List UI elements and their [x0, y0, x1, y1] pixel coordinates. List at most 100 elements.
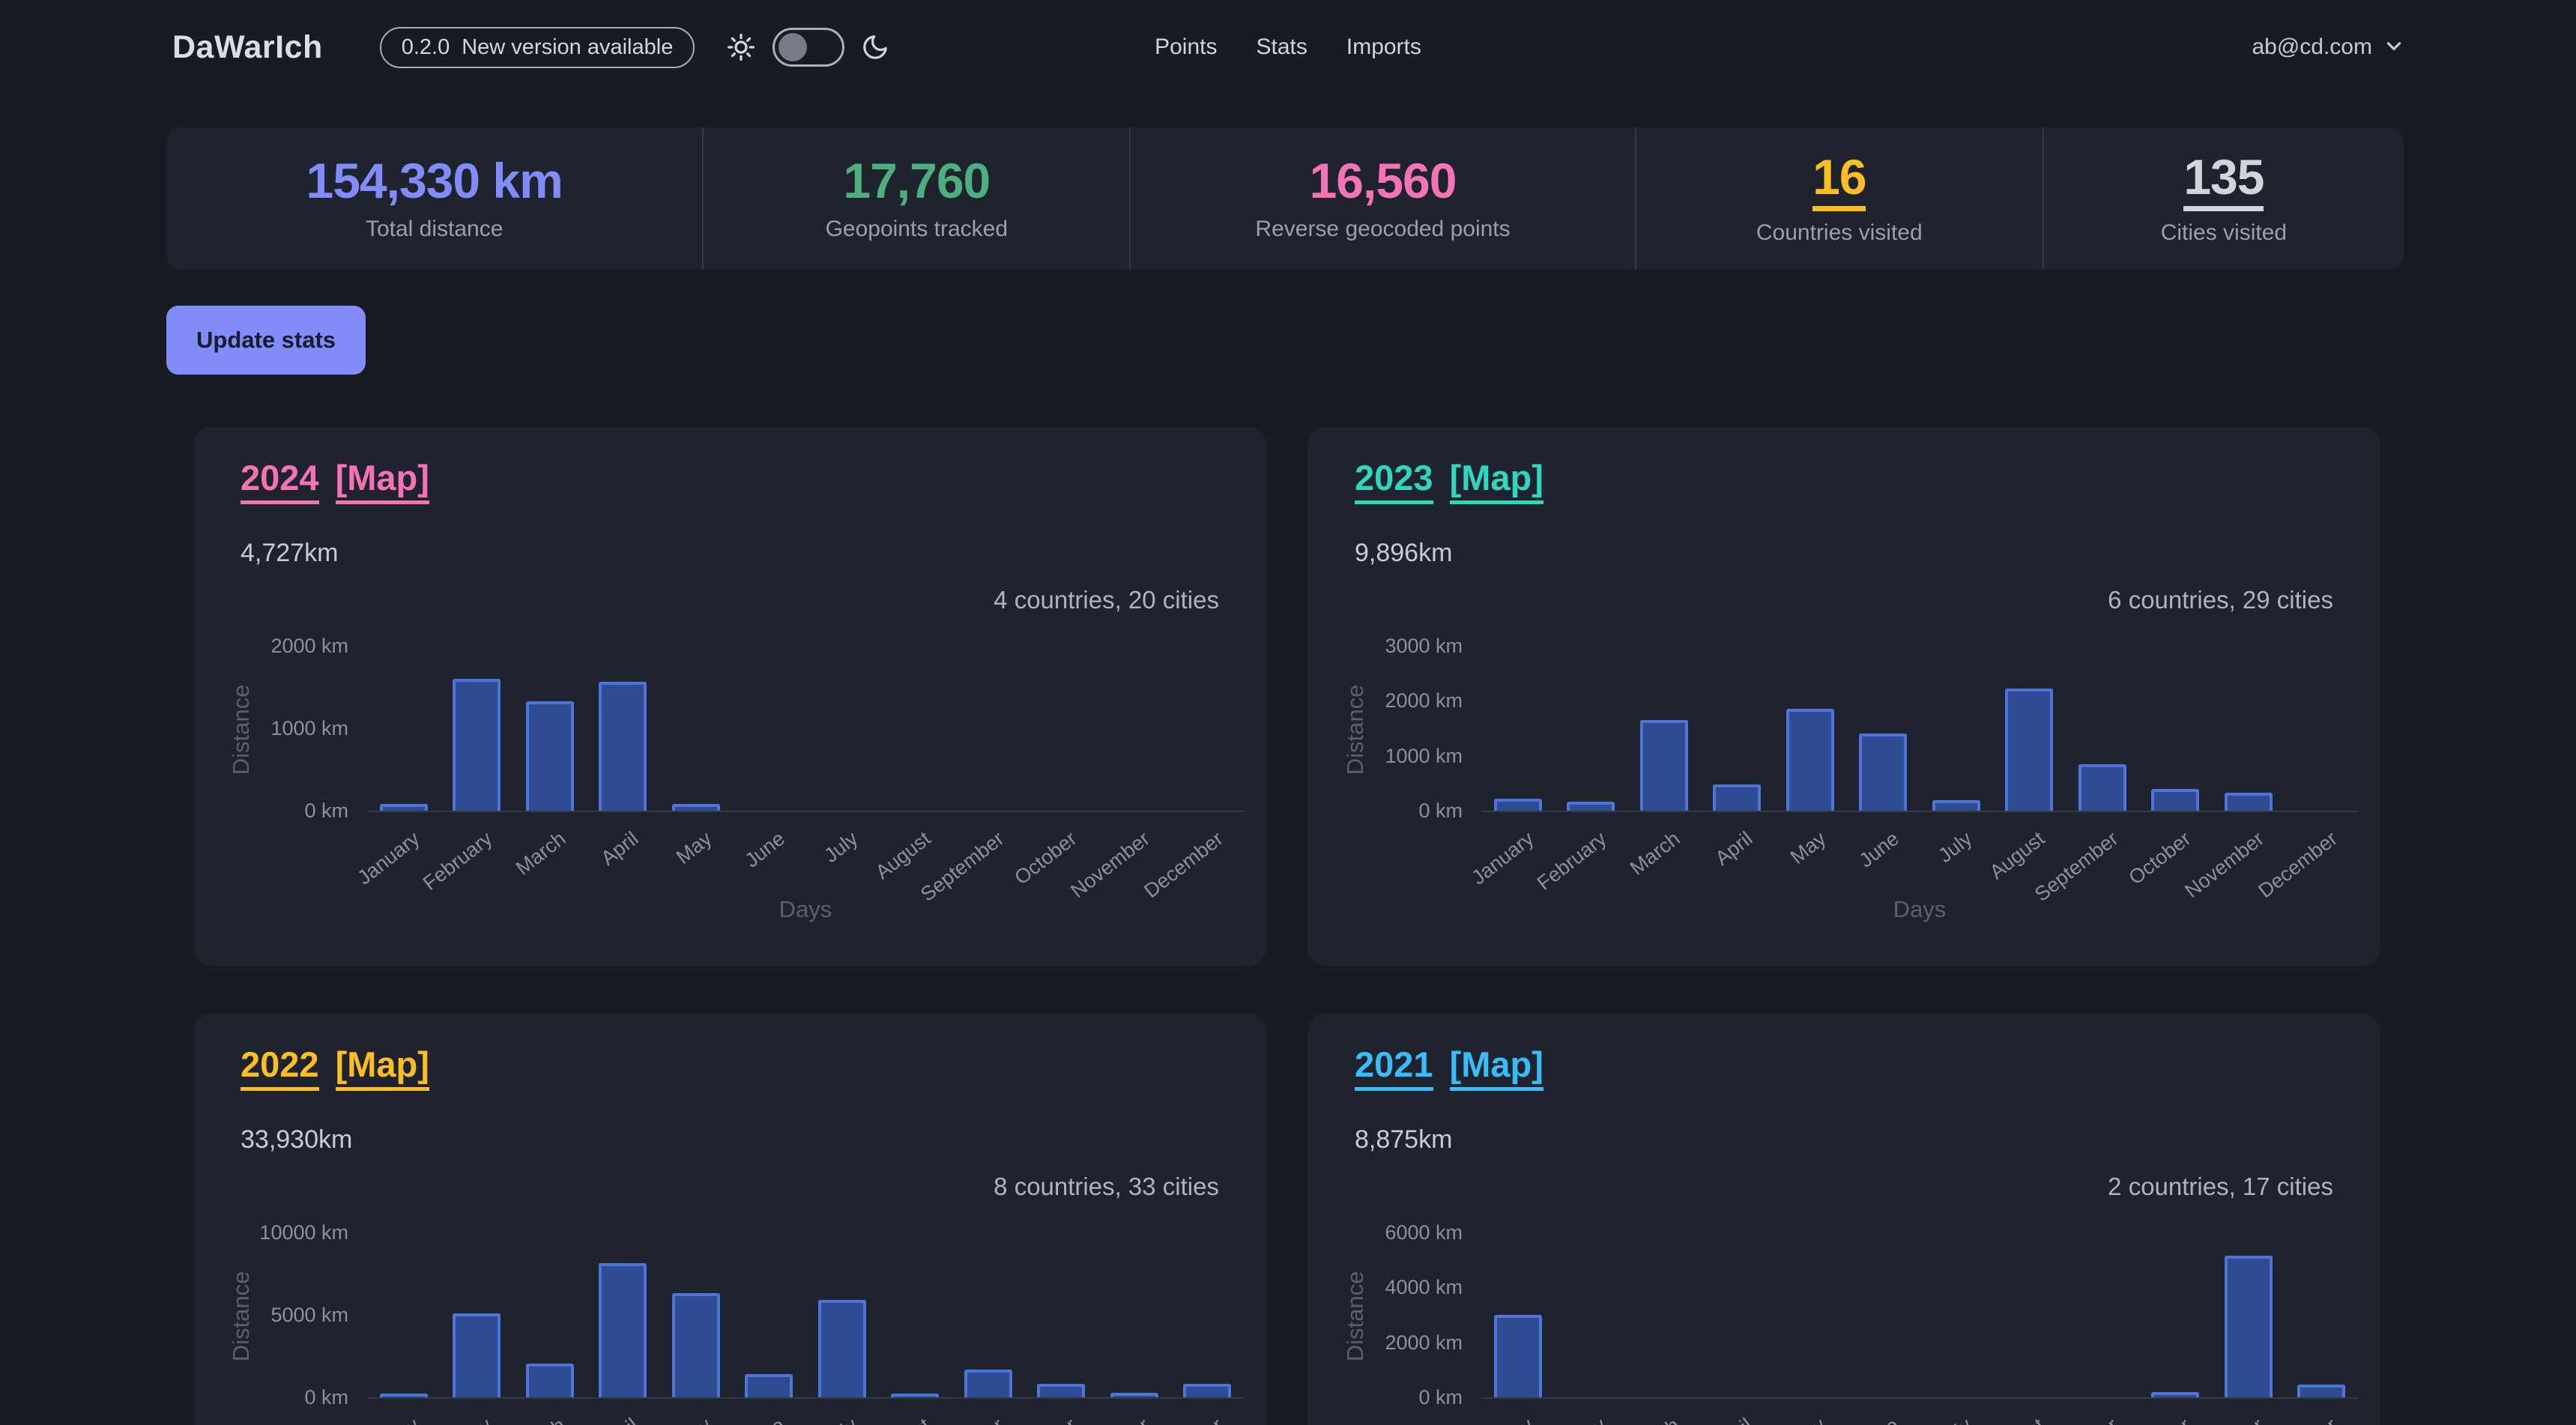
y-tick-label: 0 km: [304, 799, 348, 822]
map-link-2022[interactable]: [Map]: [335, 1047, 429, 1091]
bar-november: [1110, 1393, 1158, 1397]
stat-total-distance-label: Total distance: [365, 216, 504, 241]
x-tick-label: May: [1786, 1414, 1830, 1425]
map-link-2024[interactable]: [Map]: [335, 460, 429, 504]
year-summary: 4 countries, 20 cities: [994, 586, 1219, 614]
bar-august: [2005, 689, 2054, 811]
bar-february: [453, 679, 501, 811]
theme-toggle-knob: [778, 33, 808, 61]
bar-may: [671, 1293, 720, 1397]
y-tick-label: 6000 km: [1385, 1221, 1463, 1244]
nav-stats[interactable]: Stats: [1256, 34, 1307, 59]
stat-reverse-geocoded-value: 16,560: [1309, 153, 1457, 209]
bar-august: [891, 1394, 940, 1397]
y-axis-label: Distance: [1342, 684, 1368, 775]
version-number: 0.2.0: [401, 34, 450, 59]
bar-april: [1713, 784, 1762, 811]
x-tick-label: February: [419, 1414, 497, 1425]
x-tick-label: February: [1533, 827, 1611, 895]
x-tick-label: September: [916, 1414, 1009, 1425]
bar-may: [671, 804, 720, 811]
x-tick-label: July: [1934, 1414, 1977, 1425]
map-link-2023[interactable]: [Map]: [1449, 460, 1544, 504]
distance-chart-2024: 0 km 1000 km 2000 km January February March Ap…: [228, 635, 1244, 947]
y-tick-label: 4000 km: [1385, 1276, 1463, 1299]
x-tick-label: June: [740, 827, 789, 872]
bar-december: [2297, 1385, 2346, 1397]
y-tick-label: 2000 km: [1385, 1331, 1463, 1354]
stat-geopoints: 17,760 Geopoints tracked: [702, 127, 1129, 270]
stat-geopoints-value: 17,760: [843, 153, 991, 209]
bar-october: [2151, 789, 2200, 811]
x-tick-label: September: [2031, 1414, 2123, 1425]
stat-reverse-geocoded: 16,560 Reverse geocoded points: [1129, 127, 1635, 270]
update-stats-button[interactable]: Update stats: [166, 306, 366, 375]
x-tick-label: March: [511, 827, 570, 880]
bar-october: [2151, 1392, 2200, 1397]
stats-row: 154,330 km Total distance 17,760 Geopoin…: [166, 127, 2404, 270]
theme-toggle[interactable]: [773, 28, 845, 67]
sun-icon: [726, 32, 756, 62]
year-link-2023[interactable]: 2023: [1355, 460, 1433, 504]
nav-points[interactable]: Points: [1155, 34, 1218, 59]
y-tick-label: 3000 km: [1385, 635, 1463, 657]
nav-imports[interactable]: Imports: [1346, 34, 1421, 59]
x-tick-label: January: [353, 827, 424, 889]
card-title-row: 2024 [Map]: [241, 460, 1219, 504]
version-message: New version available: [462, 34, 674, 59]
x-tick-label: August: [871, 827, 935, 884]
bar-july: [1932, 800, 1980, 811]
year-card-2022: 2022 [Map] 33,930km 8 countries, 33 citi…: [193, 1014, 1266, 1425]
x-tick-label: June: [740, 1414, 789, 1425]
account-email: ab@cd.com: [2252, 34, 2372, 59]
x-tick-label: July: [819, 827, 862, 868]
x-tick-label: January: [1467, 1414, 1538, 1425]
x-tick-label: July: [1933, 827, 1977, 868]
bar-april: [599, 682, 647, 811]
y-tick-label: 5000 km: [270, 1304, 348, 1326]
year-card-2024: 2024 [Map] 4,727km 4 countries, 20 citie…: [193, 427, 1266, 966]
x-tick-label: August: [871, 1414, 935, 1425]
x-axis-label: Days: [778, 896, 832, 922]
year-link-2021[interactable]: 2021: [1355, 1047, 1433, 1091]
year-distance: 4,727km: [241, 539, 339, 567]
year-distance: 8,875km: [1355, 1125, 1453, 1154]
x-tick-label: November: [2180, 827, 2269, 903]
y-tick-label: 1000 km: [270, 717, 348, 739]
app-logo: DaWarIch: [172, 28, 323, 65]
account-menu[interactable]: ab@cd.com: [2252, 34, 2405, 61]
version-badge[interactable]: 0.2.0 New version available: [379, 26, 695, 68]
map-link-2021[interactable]: [Map]: [1449, 1047, 1544, 1091]
stat-countries-value-link[interactable]: 16: [1812, 151, 1866, 211]
app-header: DaWarIch 0.2.0 New version available: [0, 0, 2576, 94]
distance-chart-2021: 0 km 2000 km 4000 km 6000 km JanuaryFebruary…: [1342, 1221, 2358, 1425]
distance-chart-2023: 0 km 1000 km 2000 km 3000 km January February…: [1342, 635, 2358, 947]
card-title-row: 2022 [Map]: [241, 1047, 1219, 1091]
bar-january: [379, 804, 428, 811]
y-tick-label: 2000 km: [270, 635, 348, 657]
x-tick-label: January: [353, 1414, 424, 1425]
x-tick-label: March: [1626, 1414, 1684, 1425]
x-tick-label: May: [1786, 827, 1830, 869]
stat-cities-label: Cities visited: [2160, 220, 2288, 245]
year-link-2024[interactable]: 2024: [241, 460, 319, 504]
bar-february: [1567, 802, 1615, 811]
x-tick-label: April: [1711, 827, 1757, 870]
bar-july: [817, 1300, 866, 1397]
stat-cities-value-link[interactable]: 135: [2183, 151, 2264, 211]
y-tick-label: 10000 km: [259, 1221, 348, 1244]
chevron-down-icon: [2383, 34, 2405, 61]
x-tick-label: February: [419, 827, 497, 895]
year-summary: 6 countries, 29 cities: [2108, 586, 2333, 614]
x-tick-label: July: [820, 1414, 862, 1425]
y-tick-label: 0 km: [1418, 799, 1463, 822]
bar-september: [964, 1370, 1012, 1397]
bar-march: [525, 1364, 574, 1397]
stat-cities: 135 Cities visited: [2042, 127, 2404, 270]
x-tick-label: December: [2254, 1414, 2341, 1425]
stat-total-distance: 154,330 km Total distance: [166, 127, 702, 270]
theme-switcher: [726, 28, 889, 67]
x-axis-label: Days: [1893, 896, 1947, 922]
year-link-2022[interactable]: 2022: [241, 1047, 319, 1091]
